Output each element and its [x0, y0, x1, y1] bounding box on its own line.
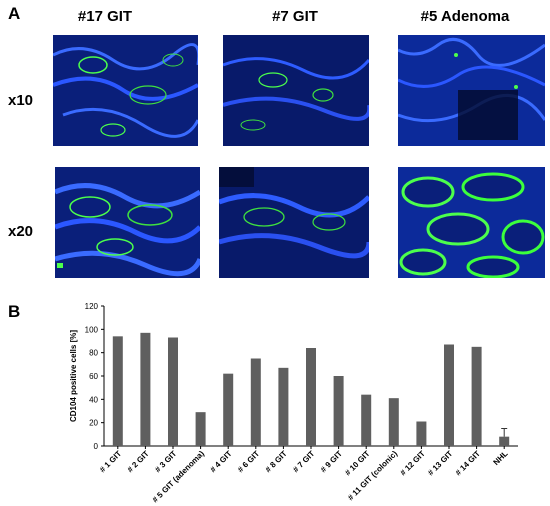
row-title-x10: x10: [8, 92, 34, 109]
bar: [223, 373, 234, 446]
y-tick-label: 0: [94, 442, 99, 451]
bar: [333, 376, 344, 446]
x-tick-label: # 7 GIT: [291, 449, 316, 474]
y-tick-label: 40: [89, 395, 98, 404]
bar: [168, 337, 178, 446]
bar: [499, 436, 510, 446]
x-tick-label: # 12 GIT: [398, 449, 426, 477]
y-tick-label: 60: [89, 372, 98, 381]
y-tick-label: 100: [85, 325, 99, 334]
bar: [416, 421, 427, 446]
x-tick-label: # 2 GIT: [126, 449, 151, 474]
micrograph-7-git-x10-image: [223, 35, 369, 146]
x-tick-label: # 11 GIT (colonic): [346, 449, 399, 502]
row-title-x20: x20: [8, 223, 34, 240]
panel-a-label: A: [8, 4, 21, 23]
y-tick-label: 20: [89, 419, 98, 428]
x-tick-label: # 9 GIT: [319, 449, 344, 474]
micrograph-7-git-x20: [219, 167, 369, 278]
x-tick-label: NHL: [492, 449, 510, 467]
x-tick-label: # 4 GIT: [208, 449, 233, 474]
x-tick-label: # 13 GIT: [426, 449, 454, 477]
bar: [250, 358, 261, 446]
bar: [361, 394, 372, 446]
bar: [471, 346, 482, 446]
x-tick-label: # 8 GIT: [264, 449, 289, 474]
x-tick-label: # 5 GIT (adenoma): [151, 449, 207, 504]
micrograph-5-adenoma-x10: [398, 35, 545, 146]
x-tick-label: # 6 GIT: [236, 449, 261, 474]
column-title-5-adenoma: #5 Adenoma: [420, 8, 510, 25]
y-tick-label: 120: [85, 302, 99, 311]
bar: [444, 344, 454, 446]
y-tick-label: 80: [89, 349, 98, 358]
column-title-17-git: #17 GIT: [77, 8, 133, 25]
micrograph-17-git-x20: [55, 167, 200, 278]
bar: [306, 348, 316, 446]
micrograph-7-git-x10: [223, 35, 369, 146]
x-tick-label: # 1 GIT: [98, 449, 123, 474]
panel-b-label: B: [8, 302, 21, 321]
y-axis-label: CD104 positive cells [%]: [69, 330, 78, 422]
micrograph-17-git-x10-image: [53, 35, 198, 146]
micrograph-5-adenoma-x20-image: [398, 167, 545, 278]
micrograph-5-adenoma-x20: [398, 167, 545, 278]
micrograph-17-git-x20-image: [55, 167, 200, 278]
bar: [278, 367, 289, 446]
bar: [112, 336, 123, 446]
micrograph-7-git-x20-image: [219, 167, 369, 278]
chart-bars: [112, 332, 510, 446]
x-tick-label: # 3 GIT: [153, 449, 178, 474]
x-tick-label: # 14 GIT: [454, 449, 482, 477]
column-title-7-git: #7 GIT: [272, 8, 318, 25]
micrograph-17-git-x10: [53, 35, 198, 146]
micrograph-5-adenoma-x10-image: [398, 35, 545, 146]
bar: [140, 332, 151, 446]
bar: [195, 412, 206, 446]
chart-labels: # 1 GIT # 2 GIT # 3 GIT# 5 GIT (adenoma) # …: [98, 449, 510, 504]
bar: [388, 398, 399, 446]
